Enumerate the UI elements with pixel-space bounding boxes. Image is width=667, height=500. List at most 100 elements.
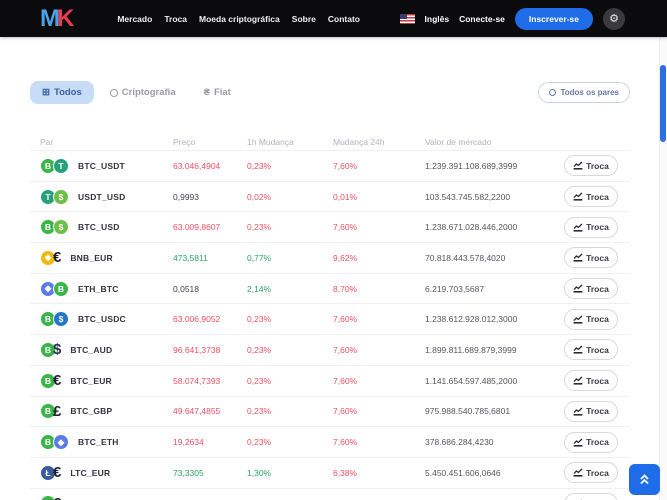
pair-name: BTC_USD [78,222,120,233]
scroll-to-top-button[interactable] [629,464,660,495]
market-cap-value: 378.686.284,4230 [425,437,494,448]
change-1h-value: 0,23% [247,406,272,417]
top-navbar: MK Mercado Troca Moeda criptográfica Sob… [0,0,667,37]
trade-button[interactable]: Troca [564,308,618,330]
trade-button[interactable]: Troca [564,492,618,500]
trade-button[interactable]: Troca [564,186,618,208]
nav-item-mercado[interactable]: Mercado [117,13,153,24]
eth-icon: ◆ [53,434,69,451]
pair-name: BTC_USDC [78,314,126,325]
navbar-right: Inglês Conecte-se Inscrever-se ⚙ [399,7,625,30]
pair-name: LTC_EUR [70,467,111,478]
trade-button[interactable]: Troca [564,400,618,422]
usd-icon: $ [53,219,69,236]
trade-button[interactable]: Troca [564,339,618,361]
price-value: 96.641,3738 [173,344,221,355]
column-header-1h-change: 1h Mudança [247,136,294,147]
trade-button[interactable]: Troca [564,462,618,484]
chart-icon [573,161,583,170]
language-selector[interactable]: Inglês [424,13,450,24]
logo[interactable]: MK [40,4,74,32]
price-value: 49.647,4855 [173,406,221,417]
price-value: 63.009,8607 [173,222,221,233]
trade-button[interactable]: Troca [564,247,618,269]
btc-icon: B [40,403,56,420]
table-row: ◆ € BNB_EUR 473,5811 0,77% 9,62% 70.818.4… [30,242,630,273]
market-page: ⊞ Todos Criptografia ₴ Fiat Todos os par… [0,37,667,500]
change-24h-value: 7,60% [333,437,358,448]
column-header-price: Preço [173,136,196,147]
page-scrollbar[interactable] [659,37,667,500]
gear-icon: ⚙ [609,13,619,25]
all-pairs-label: Todos os pares [560,88,619,97]
scrollbar-thumb[interactable] [660,65,666,142]
chart-icon [573,468,583,477]
pair-name: BTC_ETH [78,437,119,448]
eur-icon: € [53,496,61,500]
table-row: T $ USDT_USD 0,9993 0,02% 0,01% 103.543.7… [30,180,630,212]
table-row: B £ BTC_GBP 49.647,4855 0,23% 7,60% 975.9… [30,395,630,427]
nav-item-moeda-criptogr-fica[interactable]: Moeda criptográfica [199,13,280,24]
market-cap-value: 5.450.451.606,0646 [425,467,501,478]
pair-cell: B€ [30,495,173,500]
eur-icon: € [53,464,62,482]
market-cap-value: 6.219.703,5687 [425,283,485,294]
price-value: 63.006,9052 [173,314,221,325]
nav-item-sobre[interactable]: Sobre [291,13,316,24]
logo-letter-k: K [57,4,74,32]
change-1h-value: 0,23% [247,344,272,355]
change-1h-value: 0,23% [247,375,272,386]
us-flag-icon[interactable] [399,13,415,24]
market-cap-value: 1.899.811.689.879,3999 [425,344,517,355]
change-24h-value: 7,60% [333,375,358,386]
trade-button[interactable]: Troca [564,278,618,300]
change-1h-value: 0,23% [247,160,272,171]
coin-icon [109,88,118,97]
usdt-icon: T [53,157,69,174]
btc-icon: B [53,280,69,297]
usd-icon: $ [53,188,69,205]
pair-cell: ◆ € BNB_EUR [30,249,173,267]
pair-name: BNB_EUR [70,252,113,263]
pair-cell: ◆ B ETH_BTC [30,280,173,297]
trade-button[interactable]: Troca [564,155,618,177]
pair-cell: B $ BTC_USDC [30,311,173,328]
change-1h-value: 0,23% [247,222,272,233]
tab-fiat[interactable]: ₴ Fiat [203,86,231,98]
all-pairs-button[interactable]: Todos os pares [538,82,630,103]
pair-cell: B $ BTC_AUD [30,341,173,359]
market-cap-value: 1.238.671.028.446,2000 [425,222,518,233]
eur-icon: € [53,249,62,267]
gbp-icon: £ [53,402,62,420]
trade-button[interactable]: Troca [564,370,618,392]
column-header-pair: Par [40,136,54,147]
change-1h-value: 0,23% [247,314,272,325]
settings-button[interactable]: ⚙ [603,7,625,30]
change-24h-value: 7,60% [333,406,358,417]
trade-button[interactable]: Troca [564,216,618,238]
change-24h-value: 0,01% [333,191,358,202]
tab-todos[interactable]: ⊞ Todos [30,81,94,104]
pair-cell: Ł € LTC_EUR [30,464,173,482]
price-value: 473,5811 [173,252,208,263]
signup-button[interactable]: Inscrever-se [514,7,593,30]
eur-icon: € [53,372,62,390]
login-link[interactable]: Conecte-se [459,13,505,24]
bnb-icon: ◆ [40,249,56,266]
main-nav: Mercado Troca Moeda criptográfica Sobre … [117,14,360,24]
trade-button[interactable]: Troca [564,431,618,453]
nav-item-contato[interactable]: Contato [327,13,360,24]
table-row: B $ BTC_AUD 96.641,3738 0,23% 7,60% 1.899… [30,334,630,365]
tab-criptografia[interactable]: Criptografia [98,81,188,104]
market-cap-value: 1.141.654.597.485,2000 [425,375,518,386]
aud-icon: $ [53,341,62,359]
pair-cell: B ◆ BTC_ETH [30,434,173,451]
double-chevron-up-icon [640,474,649,485]
market-cap-value: 103.543.745.582,2200 [425,191,511,202]
nav-item-troca[interactable]: Troca [164,13,187,24]
btc-icon: B [40,341,56,358]
change-24h-value: 6,38% [333,467,358,478]
chart-icon [573,407,583,416]
